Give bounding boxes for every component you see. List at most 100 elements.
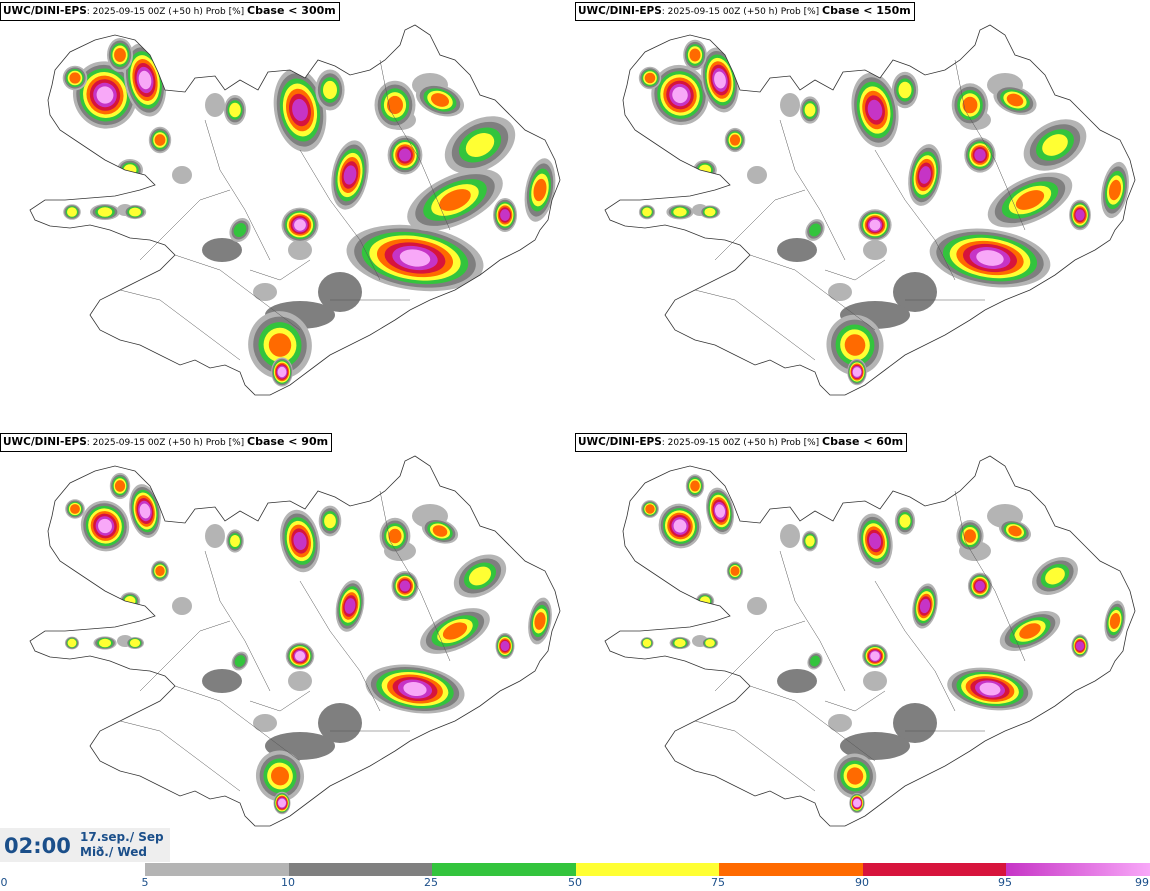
probability-contour <box>868 532 882 550</box>
probability-contour <box>67 207 77 217</box>
probability-contour <box>293 532 307 550</box>
boundary-line <box>779 119 846 261</box>
probability-contour <box>430 93 450 107</box>
probability-contour <box>230 535 240 547</box>
probability-map <box>29 455 561 827</box>
probability-contour <box>964 529 976 543</box>
boundary-line <box>824 690 886 712</box>
colorbar-tick-label: 50 <box>568 876 582 889</box>
probability-contour <box>674 638 686 648</box>
probability-contour <box>844 334 866 356</box>
probability-contour <box>804 103 816 117</box>
land-area <box>605 25 1135 395</box>
probability-contour <box>139 503 151 519</box>
probability-area-low <box>403 745 417 757</box>
probability-contour <box>809 655 821 667</box>
probability-contour <box>1042 134 1068 156</box>
probability-area-low <box>777 238 817 262</box>
probability-contour <box>465 133 495 157</box>
boundary-line <box>204 550 271 692</box>
colorbar-tick-label: 10 <box>281 876 295 889</box>
probability-contour <box>846 767 864 785</box>
probability-contour <box>689 48 701 62</box>
probability-contour <box>294 651 306 661</box>
probability-contour <box>324 513 336 529</box>
probability-contour <box>714 71 726 89</box>
colorbar-bin-90-95 <box>862 863 1007 876</box>
boundary-line <box>874 580 956 712</box>
probability-area-low <box>863 671 887 691</box>
boundary-line <box>379 490 451 662</box>
probability-contour <box>975 580 985 592</box>
probability-contour <box>1008 525 1022 537</box>
probability-contour <box>399 148 411 162</box>
probability-contour <box>919 166 931 184</box>
probability-area-low <box>205 524 225 548</box>
probability-contour <box>714 504 726 518</box>
probability-contour <box>533 178 547 202</box>
probability-area-low <box>863 240 887 260</box>
colorbar-bin-10-25 <box>288 863 433 876</box>
probability-contour <box>729 134 741 146</box>
probability-contour <box>97 207 113 217</box>
probability-contour <box>138 70 152 90</box>
probability-contour <box>468 566 492 586</box>
boundary-line <box>874 149 956 281</box>
colorbar-tick-label: 5 <box>141 876 149 889</box>
boundary-line <box>379 59 451 231</box>
map-panel-cbase-90: UWC/DINI-EPS: 2025-09-15 00Z (+50 h) Pro… <box>0 431 575 861</box>
probability-area-low <box>780 93 800 117</box>
boundary-line <box>824 259 886 281</box>
probability-contour <box>870 651 880 661</box>
probability-contour <box>962 96 978 114</box>
probability-contour <box>399 580 411 592</box>
coastline <box>29 455 561 827</box>
probability-contour <box>1108 179 1122 201</box>
probability-area-low <box>253 283 277 301</box>
probability-map <box>604 455 1136 827</box>
probability-contour <box>1015 190 1045 210</box>
colorbar-tick-label: 95 <box>998 876 1012 889</box>
probability-area-low <box>202 238 242 262</box>
probability-field <box>640 474 1126 814</box>
boundary-line <box>714 620 806 692</box>
probability-contour <box>292 98 308 122</box>
boundary-line <box>749 254 876 331</box>
probability-contour <box>114 480 126 492</box>
probability-contour <box>432 525 448 537</box>
boundary-line <box>299 149 381 281</box>
probability-contour <box>1109 612 1121 630</box>
valid-time: 02:00 <box>4 834 71 858</box>
probability-contour <box>853 798 861 808</box>
probability-contour <box>344 598 356 614</box>
probability-contour <box>869 219 881 231</box>
probability-contour <box>99 638 111 648</box>
probability-contour <box>323 80 337 100</box>
probability-area-low <box>172 597 192 615</box>
probability-contour <box>500 640 510 652</box>
land-area <box>605 456 1135 826</box>
colorbar <box>145 863 1150 876</box>
boundary-line <box>204 119 271 261</box>
colorbar-bin-95-99 <box>1006 863 1150 876</box>
boundary-line <box>694 720 816 792</box>
probability-area-low <box>205 93 225 117</box>
probability-contour <box>343 165 357 185</box>
probability-contour <box>979 682 1001 696</box>
probability-contour <box>277 366 287 378</box>
probability-area-low <box>288 240 312 260</box>
probability-area-low <box>828 714 852 732</box>
probability-contour <box>388 528 402 544</box>
probability-contour <box>1006 93 1024 107</box>
probability-contour <box>644 72 656 84</box>
probability-contour <box>96 86 114 104</box>
probability-contour <box>155 565 165 577</box>
colorbar-tick-label: 99 <box>1135 876 1149 889</box>
probability-contour <box>642 639 652 647</box>
boundary-line <box>119 720 241 792</box>
probability-contour <box>399 249 431 267</box>
colorbar-bin-5-10 <box>145 863 290 876</box>
probability-contour <box>294 219 306 231</box>
probability-area-low <box>978 745 992 757</box>
probability-area-low <box>840 732 910 760</box>
